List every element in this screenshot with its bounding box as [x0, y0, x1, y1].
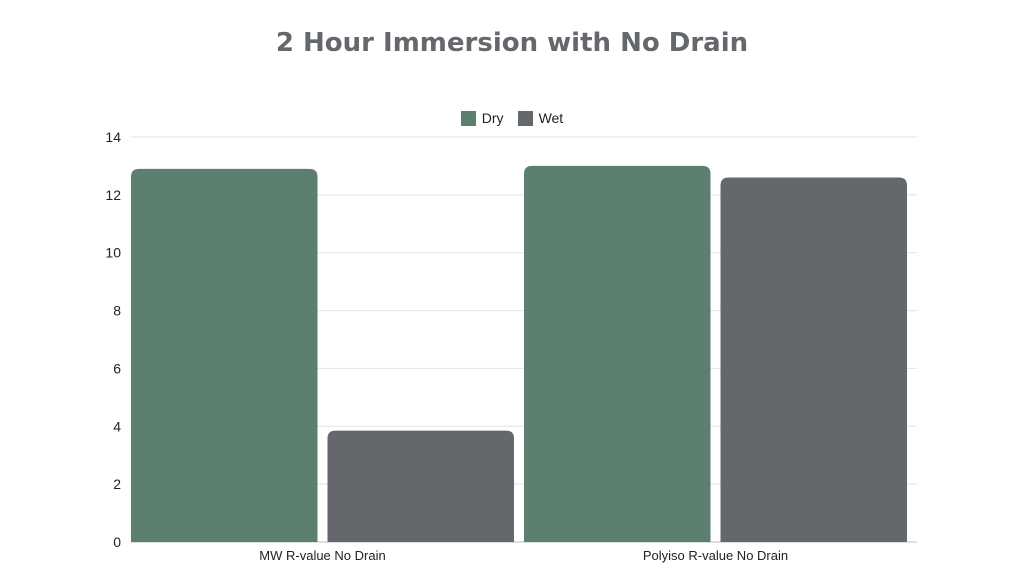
y-tick-label: 6: [113, 360, 121, 376]
y-tick-label: 4: [113, 418, 121, 434]
chart-title: 2 Hour Immersion with No Drain: [275, 28, 749, 58]
x-tick-label: MW R-value No Drain: [259, 548, 385, 563]
bar-wet-1: [327, 430, 514, 542]
bar-dry-1: [131, 168, 318, 543]
legend-swatch-dry: [460, 110, 476, 126]
y-tick-label: 0: [113, 534, 121, 550]
bar-wet-2: [720, 177, 907, 542]
legend-label-dry: Dry: [481, 110, 504, 126]
y-tick-label: 14: [105, 129, 121, 145]
legend-item-dry: Dry: [460, 110, 504, 126]
legend: Dry Wet: [0, 110, 1024, 126]
legend-label-wet: Wet: [538, 110, 564, 126]
y-tick-label: 12: [105, 187, 121, 203]
bar-dry-2: [524, 165, 711, 542]
x-tick-label: Polyiso R-value No Drain: [643, 548, 788, 563]
y-tick-label: 2: [113, 476, 121, 492]
legend-swatch-wet: [517, 110, 533, 126]
y-tick-label: 8: [113, 303, 121, 319]
legend-item-wet: Wet: [517, 110, 564, 126]
y-tick-label: 10: [105, 245, 121, 261]
